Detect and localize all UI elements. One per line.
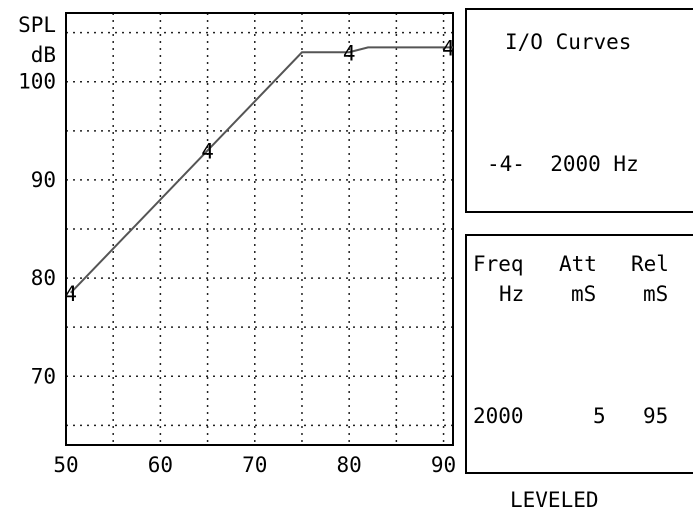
series-marker-2: 4 [343, 41, 356, 65]
series-marker-0: 4 [64, 282, 77, 306]
y-axis-label-line1: SPL [18, 13, 56, 37]
header-rel-unit: mS [643, 282, 669, 306]
header-rel: Rel [631, 252, 669, 276]
y-tick-80: 80 [31, 266, 56, 290]
header-att-unit: mS [571, 282, 597, 306]
x-tick-90: 90 [431, 453, 456, 477]
header-freq: Freq [473, 252, 524, 276]
series-marker-3: 4 [442, 36, 455, 60]
header-att: Att [559, 252, 597, 276]
plot-frame [65, 12, 454, 446]
y-tick-labels: 70 80 90 100 [18, 70, 56, 389]
header-freq-unit: Hz [499, 282, 525, 306]
x-tick-50: 50 [53, 453, 78, 477]
cell-att: 5 [593, 404, 606, 428]
y-tick-70: 70 [31, 364, 56, 388]
y-tick-90: 90 [31, 168, 56, 192]
series-line-2000hz [69, 46, 453, 294]
y-axis-label-line2: dB [30, 43, 56, 67]
x-tick-80: 80 [337, 453, 362, 477]
series-marker-1: 4 [201, 139, 214, 163]
cell-rel: 95 [643, 404, 669, 428]
timing-table-panel: Freq Hz Att mS Rel mS 2000 5 95 [465, 234, 693, 474]
x-tick-60: 60 [148, 453, 173, 477]
y-tick-100: 100 [18, 70, 56, 94]
x-tick-labels: 50 60 70 80 90 [53, 453, 456, 477]
io-curves-panel: I/O Curves -4- 2000 Hz [465, 8, 693, 213]
io-curves-title: I/O Curves [505, 30, 632, 54]
grid-lines [66, 13, 453, 445]
io-curves-legend-entry: -4- 2000 Hz [487, 152, 639, 176]
series-markers: 4 4 4 4 [64, 36, 454, 305]
x-tick-70: 70 [242, 453, 267, 477]
cell-freq: 2000 [473, 404, 524, 428]
leveled-label: LEVELED [510, 488, 599, 512]
